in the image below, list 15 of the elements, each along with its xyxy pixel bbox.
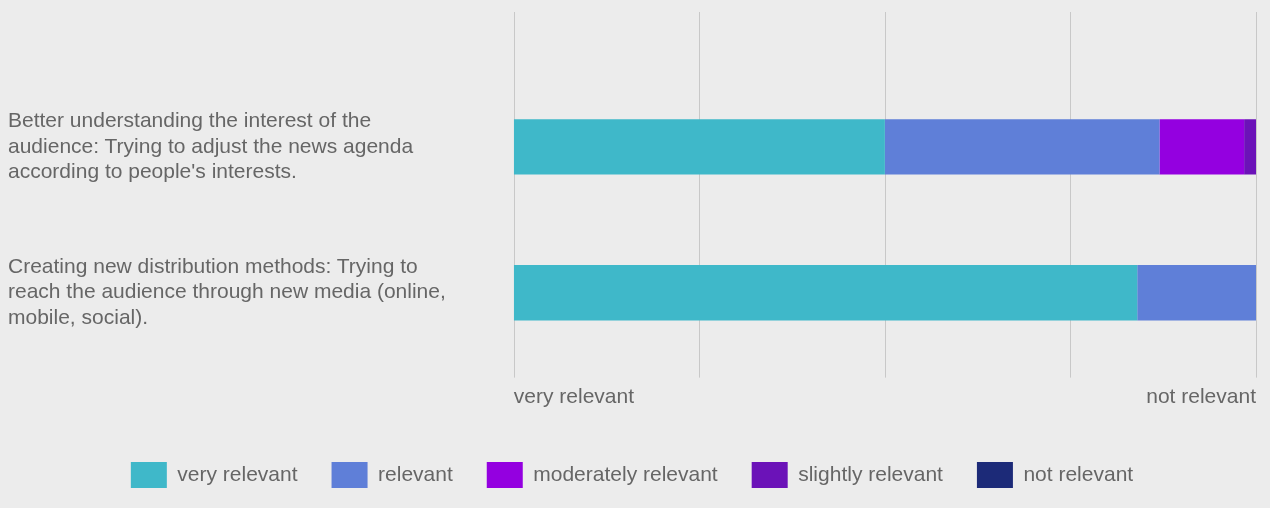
text: not relevant: [1146, 384, 1257, 408]
legend-label: not relevant: [1023, 461, 1134, 485]
legend-label: very relevant: [177, 461, 298, 485]
bar: [1137, 265, 1256, 321]
legend-label: slightly relevant: [798, 461, 944, 485]
y-tick-label: Creating new distribution methods: Trying to reach the audience through new media (online, mobile, social).: [8, 254, 446, 328]
legend-label: relevant: [378, 461, 453, 485]
bar: [513, 119, 885, 175]
bar: [884, 119, 1160, 175]
text: very relevant: [513, 384, 635, 408]
bar: [1244, 119, 1256, 175]
legend-label: moderately relevant: [533, 461, 718, 485]
bar: [1159, 119, 1245, 175]
y-tick-label: Better understanding the interest of the audience: Trying to adjust the news agenda according to people's interests.: [8, 108, 414, 182]
bar: [513, 265, 1138, 321]
